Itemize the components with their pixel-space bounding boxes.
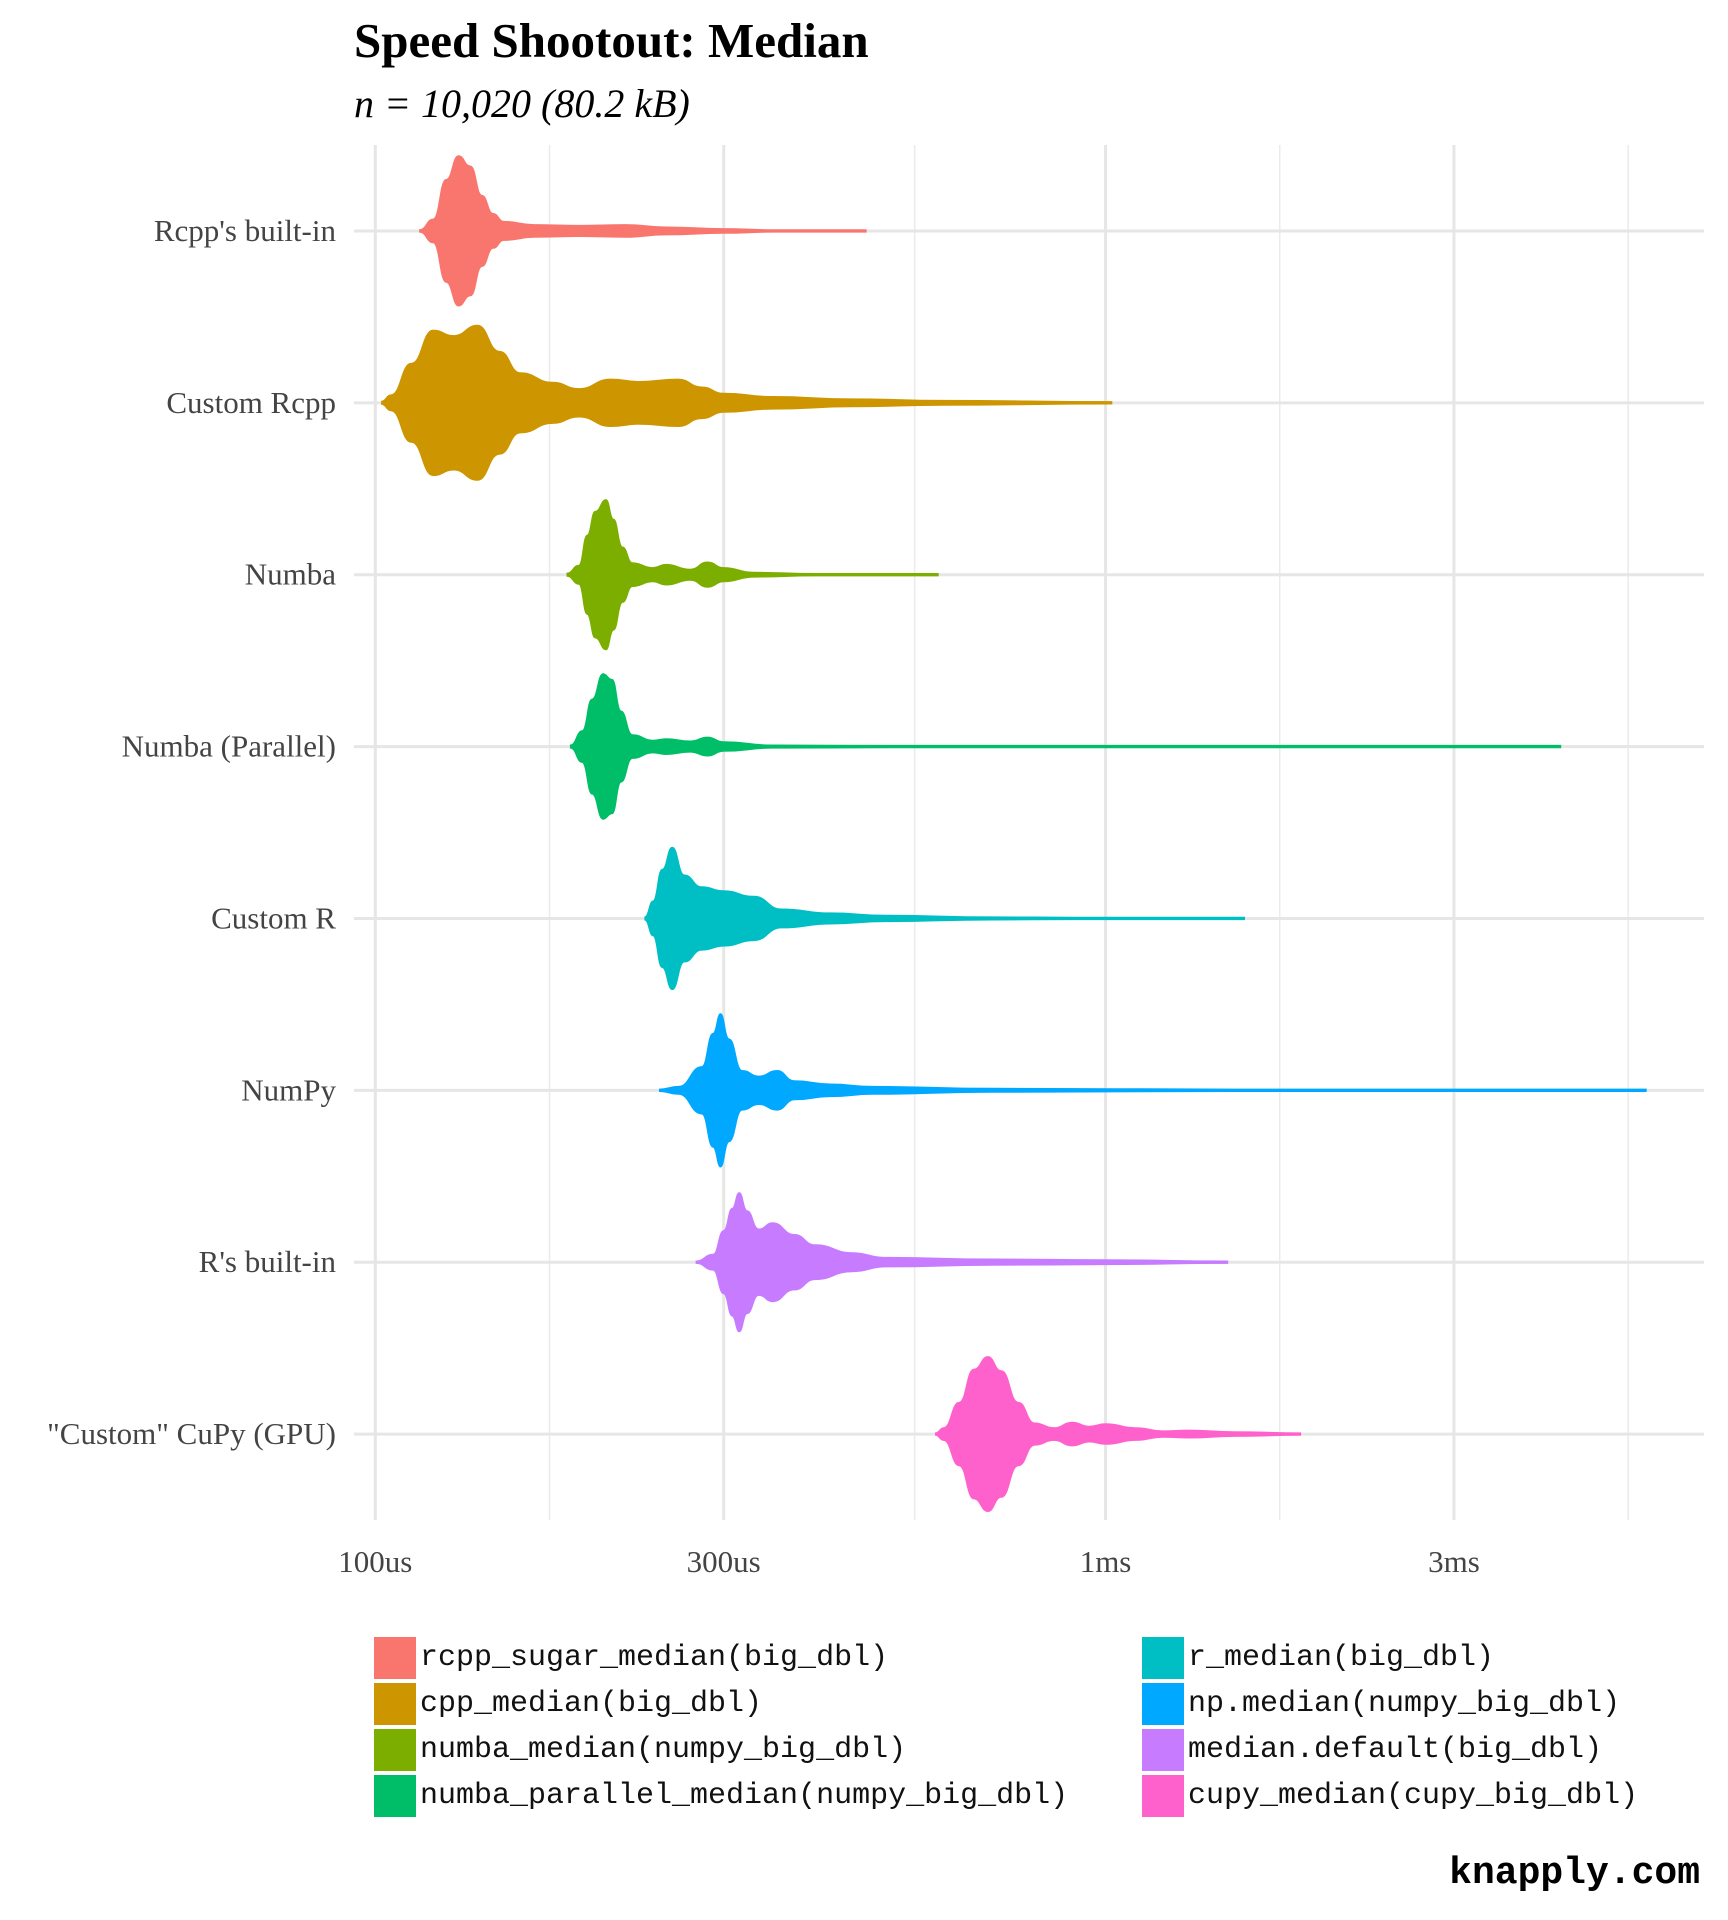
x-tick-label: 3ms bbox=[1428, 1544, 1480, 1579]
violin-numba-parallel-median bbox=[569, 673, 1562, 820]
legend-item: np.median(numpy_big_dbl) bbox=[1142, 1682, 1620, 1726]
legend-item: numba_parallel_median(numpy_big_dbl) bbox=[374, 1774, 1068, 1818]
violin-median-default bbox=[695, 1192, 1229, 1333]
y-tick-label: Custom R bbox=[211, 900, 336, 935]
legend-label: rcpp_sugar_median(big_dbl) bbox=[420, 1641, 889, 1675]
legend-swatch bbox=[374, 1637, 416, 1679]
legend-item: r_median(big_dbl) bbox=[1142, 1636, 1494, 1680]
legend: rcpp_sugar_median(big_dbl) cpp_median(big… bbox=[374, 1636, 1704, 1826]
x-tick-label: 1ms bbox=[1080, 1544, 1132, 1579]
violin-cupy-median bbox=[935, 1356, 1302, 1513]
violins bbox=[381, 155, 1647, 1513]
legend-label: median.default(big_dbl) bbox=[1188, 1733, 1603, 1767]
legend-swatch bbox=[1142, 1775, 1184, 1817]
violin-chart: Rcpp's built-in Custom Rcpp Numba Numba (Pa… bbox=[47, 145, 1704, 1579]
y-tick-label: Numba (Parallel) bbox=[122, 729, 336, 764]
legend-item: cupy_median(cupy_big_dbl) bbox=[1142, 1774, 1638, 1818]
y-axis-labels: Rcpp's built-in Custom Rcpp Numba Numba (Pa… bbox=[47, 213, 336, 1451]
legend-label: numba_median(numpy_big_dbl) bbox=[420, 1733, 907, 1767]
legend-swatch bbox=[374, 1729, 416, 1771]
y-tick-label: Numba bbox=[245, 557, 337, 592]
legend-item: cpp_median(big_dbl) bbox=[374, 1682, 762, 1726]
legend-item: rcpp_sugar_median(big_dbl) bbox=[374, 1636, 888, 1680]
y-tick-label: R's built-in bbox=[199, 1244, 337, 1279]
legend-swatch bbox=[1142, 1729, 1184, 1771]
x-tick-label: 300us bbox=[687, 1544, 761, 1579]
y-tick-label: Custom Rcpp bbox=[166, 385, 336, 420]
legend-label: numba_parallel_median(numpy_big_dbl) bbox=[420, 1779, 1069, 1813]
legend-item: numba_median(numpy_big_dbl) bbox=[374, 1728, 906, 1772]
violin-np-median bbox=[659, 1013, 1647, 1168]
x-axis-labels: 100us 300us 1ms 3ms bbox=[338, 1544, 1480, 1579]
major-gridlines bbox=[354, 145, 1704, 1520]
legend-label: np.median(numpy_big_dbl) bbox=[1188, 1687, 1621, 1721]
legend-label: r_median(big_dbl) bbox=[1188, 1641, 1495, 1675]
violin-rcpp-sugar-median bbox=[419, 155, 867, 307]
chart-title: Speed Shootout: Median bbox=[354, 13, 869, 68]
legend-swatch bbox=[1142, 1637, 1184, 1679]
y-tick-label: "Custom" CuPy (GPU) bbox=[47, 1416, 336, 1451]
caption: knapply.com bbox=[1449, 1852, 1700, 1895]
legend-swatch bbox=[1142, 1683, 1184, 1725]
x-tick-label: 100us bbox=[338, 1544, 412, 1579]
legend-swatch bbox=[374, 1775, 416, 1817]
legend-label: cpp_median(big_dbl) bbox=[420, 1687, 763, 1721]
legend-swatch bbox=[374, 1683, 416, 1725]
violin-cpp-median bbox=[381, 324, 1113, 481]
violin-r-median bbox=[644, 846, 1245, 991]
chart-subtitle: n = 10,020 (80.2 kB) bbox=[354, 81, 690, 126]
minor-gridlines bbox=[548, 145, 1629, 1520]
violin-numba-median bbox=[566, 499, 939, 651]
legend-item: median.default(big_dbl) bbox=[1142, 1728, 1602, 1772]
y-tick-label: NumPy bbox=[241, 1072, 336, 1107]
legend-label: cupy_median(cupy_big_dbl) bbox=[1188, 1779, 1639, 1813]
y-tick-label: Rcpp's built-in bbox=[154, 213, 337, 248]
